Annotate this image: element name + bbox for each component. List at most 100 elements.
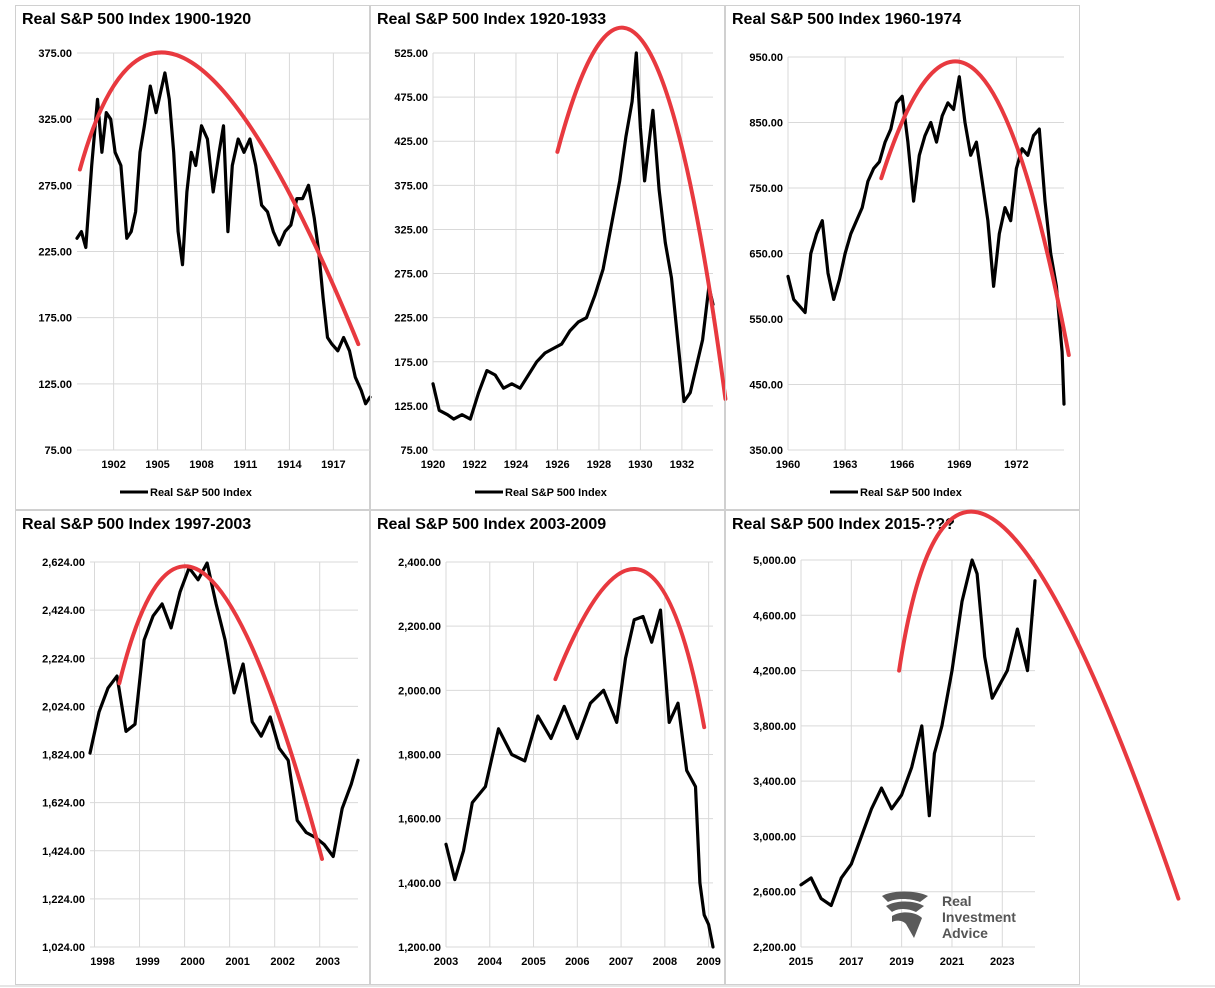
y-tick-label: 325.00 xyxy=(38,114,72,126)
chart-panel-5: Real S&P 500 Index 2003-2009 1,200.00 1,40… xyxy=(370,510,725,985)
y-tick-label: 375.00 xyxy=(394,180,428,192)
y-tick-label: 375.00 xyxy=(38,48,72,60)
y-tick-label: 2,424.00 xyxy=(42,605,85,617)
y-tick-label: 1,424.00 xyxy=(42,846,85,858)
x-tick-label: 2015 xyxy=(789,956,813,968)
chart-panel-2: Real S&P 500 Index 1920-1933 75.00 125.00 1… xyxy=(370,5,728,510)
y-tick-label: 5,000.00 xyxy=(753,555,796,567)
x-tick-label: 1928 xyxy=(587,459,611,471)
trend-arc xyxy=(897,509,1181,901)
y-tick-label: 2,200.00 xyxy=(398,621,441,633)
chart-title: Real S&P 500 Index 1900-1920 xyxy=(22,11,251,28)
y-tick-label: 475.00 xyxy=(394,92,428,104)
panel-frame xyxy=(725,5,1080,510)
panel-frame xyxy=(370,510,725,985)
y-tick-label: 2,624.00 xyxy=(42,557,85,569)
series-line xyxy=(431,51,715,421)
chart-panel-1: Real S&P 500 Index 1900-1920 75.00 125.00 1… xyxy=(15,5,372,510)
y-tick-label: 2,224.00 xyxy=(42,653,85,665)
panel-frame xyxy=(15,510,370,985)
y-tick-label: 175.00 xyxy=(38,313,72,325)
y-tick-label: 3,000.00 xyxy=(753,831,796,843)
x-tick-label: 1969 xyxy=(947,459,971,471)
y-tick-label: 1,024.00 xyxy=(42,942,85,954)
series-line xyxy=(799,558,1037,908)
y-tick-label: 550.00 xyxy=(749,314,783,326)
x-tick-label: 2009 xyxy=(696,956,720,968)
y-tick-label: 1,400.00 xyxy=(398,878,441,890)
x-tick-label: 2006 xyxy=(565,956,589,968)
y-tick-label: 225.00 xyxy=(394,313,428,325)
x-tick-label: 1920 xyxy=(421,459,445,471)
x-tick-label: 2003 xyxy=(315,956,339,968)
trend-arc xyxy=(117,564,324,861)
x-tick-label: 2017 xyxy=(839,956,863,968)
x-tick-label: 1914 xyxy=(277,459,302,471)
chart-title: Real S&P 500 Index 1920-1933 xyxy=(377,11,606,28)
y-tick-label: 1,824.00 xyxy=(42,750,85,762)
chart-panel-6: Real S&P 500 Index 2015-??? 2,200.00 2,600… xyxy=(725,509,1181,985)
x-tick-label: 1930 xyxy=(628,459,652,471)
y-tick-label: 75.00 xyxy=(400,445,428,457)
watermark: Real Investment Advice xyxy=(882,891,1016,941)
watermark-line-1: Real xyxy=(942,893,972,909)
y-tick-label: 1,224.00 xyxy=(42,894,85,906)
panel-frame xyxy=(725,510,1080,985)
series-line xyxy=(444,608,715,949)
y-tick-label: 125.00 xyxy=(38,379,72,391)
x-tick-label: 1905 xyxy=(145,459,169,471)
y-tick-label: 2,000.00 xyxy=(398,685,441,697)
y-tick-label: 525.00 xyxy=(394,48,428,60)
x-tick-label: 1999 xyxy=(135,956,159,968)
x-tick-label: 2002 xyxy=(270,956,294,968)
y-tick-label: 450.00 xyxy=(749,380,783,392)
y-tick-label: 950.00 xyxy=(749,52,783,64)
x-tick-label: 2019 xyxy=(889,956,913,968)
x-tick-label: 2007 xyxy=(609,956,633,968)
x-tick-label: 1960 xyxy=(776,459,800,471)
y-tick-label: 750.00 xyxy=(749,183,783,195)
y-tick-label: 1,600.00 xyxy=(398,814,441,826)
y-tick-label: 275.00 xyxy=(38,180,72,192)
y-tick-label: 75.00 xyxy=(44,445,72,457)
x-tick-label: 1972 xyxy=(1004,459,1028,471)
x-tick-label: 2001 xyxy=(225,956,249,968)
panel-frame xyxy=(15,5,370,510)
chart-panel-4: Real S&P 500 Index 1997-2003 1,024.00 1,22… xyxy=(15,510,370,985)
chart-title: Real S&P 500 Index 2015-??? xyxy=(732,516,955,533)
y-tick-label: 425.00 xyxy=(394,136,428,148)
x-tick-label: 2005 xyxy=(521,956,545,968)
y-tick-label: 2,600.00 xyxy=(753,887,796,899)
x-tick-label: 2021 xyxy=(940,956,964,968)
trend-arc xyxy=(555,25,728,401)
x-tick-label: 2000 xyxy=(180,956,204,968)
y-tick-label: 2,400.00 xyxy=(398,557,441,569)
y-tick-label: 1,624.00 xyxy=(42,798,85,810)
y-tick-label: 125.00 xyxy=(394,401,428,413)
x-tick-label: 1902 xyxy=(101,459,125,471)
legend-label: Real S&P 500 Index xyxy=(505,487,608,499)
x-tick-label: 1998 xyxy=(90,956,114,968)
y-tick-label: 4,200.00 xyxy=(753,666,796,678)
watermark-line-2: Investment xyxy=(942,909,1016,925)
y-tick-label: 850.00 xyxy=(749,118,783,130)
trend-arc xyxy=(553,567,707,730)
x-tick-label: 2008 xyxy=(653,956,677,968)
y-tick-label: 3,400.00 xyxy=(753,776,796,788)
chart-title: Real S&P 500 Index 1997-2003 xyxy=(22,516,251,533)
eagle-logo-icon xyxy=(882,891,928,938)
y-tick-label: 175.00 xyxy=(394,357,428,369)
x-tick-label: 1917 xyxy=(321,459,345,471)
legend-label: Real S&P 500 Index xyxy=(860,487,963,499)
x-tick-label: 1926 xyxy=(545,459,569,471)
y-tick-label: 4,600.00 xyxy=(753,610,796,622)
x-tick-label: 1963 xyxy=(833,459,857,471)
watermark-line-3: Advice xyxy=(942,925,988,941)
y-tick-label: 650.00 xyxy=(749,249,783,261)
series-line xyxy=(75,71,372,406)
y-tick-label: 325.00 xyxy=(394,224,428,236)
x-tick-label: 2023 xyxy=(990,956,1014,968)
x-tick-label: 1908 xyxy=(189,459,213,471)
y-tick-label: 225.00 xyxy=(38,247,72,259)
